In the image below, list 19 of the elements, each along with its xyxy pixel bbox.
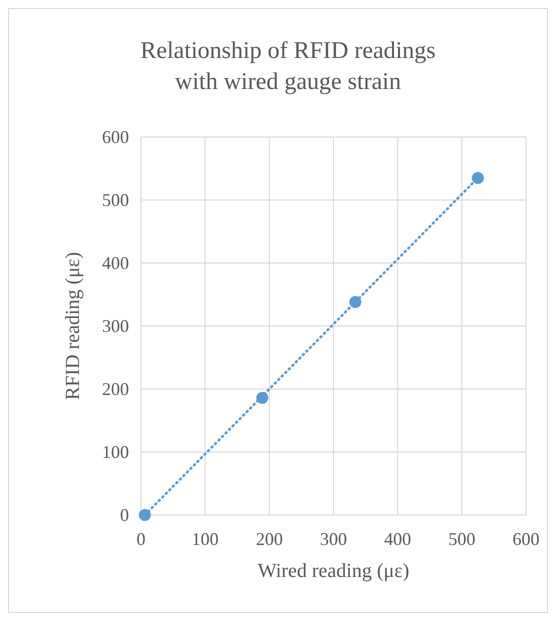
y-tick-label: 300 — [102, 316, 129, 336]
y-tick-label: 600 — [102, 127, 129, 147]
y-tick-label: 500 — [102, 190, 129, 210]
y-tick-label: 400 — [102, 253, 129, 273]
x-tick-label: 500 — [448, 529, 476, 549]
x-tick-label: 100 — [192, 529, 219, 549]
x-tick-label: 0 — [136, 529, 146, 549]
y-tick-label: 0 — [120, 505, 129, 525]
x-tick-label: 600 — [512, 529, 540, 549]
x-tick-label: 400 — [384, 529, 412, 549]
y-axis-title: RFID reading (με) — [62, 252, 84, 400]
y-tick-label: 100 — [102, 442, 129, 462]
point — [138, 509, 151, 521]
chart-title: Relationship of RFID readings with wired gauge strain — [140, 38, 436, 95]
point — [472, 172, 484, 184]
x-tick-label: 300 — [320, 529, 347, 549]
x-axis-title: Wired reading (με) — [258, 560, 410, 582]
y-tick-label: 200 — [102, 379, 129, 399]
x-tick-label: 200 — [256, 529, 283, 549]
